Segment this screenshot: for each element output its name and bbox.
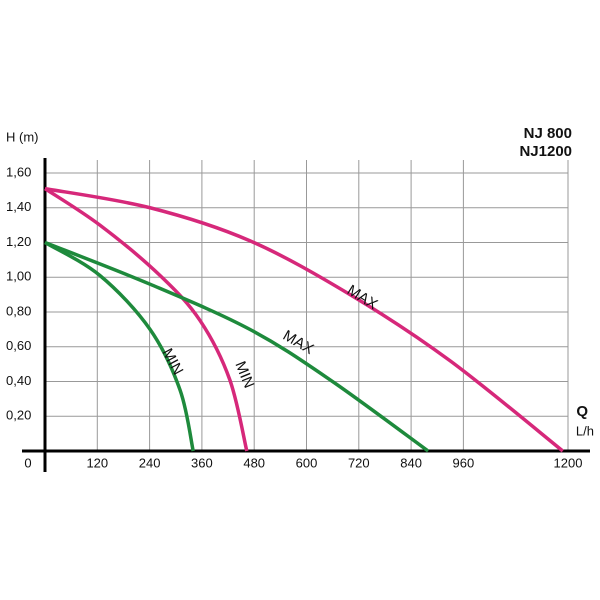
legend-entry: NJ 800 [524, 125, 572, 142]
legend-entry: NJ1200 [519, 143, 572, 160]
x-axis-label: Q [576, 403, 588, 420]
y-tick-label: 0,40 [6, 373, 31, 388]
x-tick-label: 1200 [554, 455, 583, 470]
curve-label: MAX [280, 327, 317, 358]
y-tick-label: 0,20 [6, 408, 31, 423]
curve [44, 240, 195, 452]
x-axis-unit: L/h [576, 423, 594, 438]
x-tick-label: 360 [191, 455, 213, 470]
curve-label: MIN [159, 346, 187, 378]
x-tick-label: 840 [400, 455, 422, 470]
curve [44, 186, 564, 453]
x-tick-label: 960 [453, 455, 475, 470]
curve-label: MIN [231, 359, 257, 391]
y-tick-label: 1,40 [6, 199, 31, 214]
x-tick-label: 240 [139, 455, 161, 470]
y-tick-label: 1,00 [6, 269, 31, 284]
x-tick-label: 600 [296, 455, 318, 470]
x-tick-label: 720 [348, 455, 370, 470]
y-tick-label: 0,80 [6, 303, 31, 318]
y-tick-label: 0,60 [6, 338, 31, 353]
x-tick-label: 480 [243, 455, 265, 470]
x-tick-label: 120 [86, 455, 108, 470]
curve [44, 240, 430, 453]
y-axis-label: H (m) [6, 129, 39, 144]
y-tick-label: 1,60 [6, 164, 31, 179]
y-tick-label: 1,20 [6, 234, 31, 249]
x-tick-label: 0 [24, 455, 31, 470]
